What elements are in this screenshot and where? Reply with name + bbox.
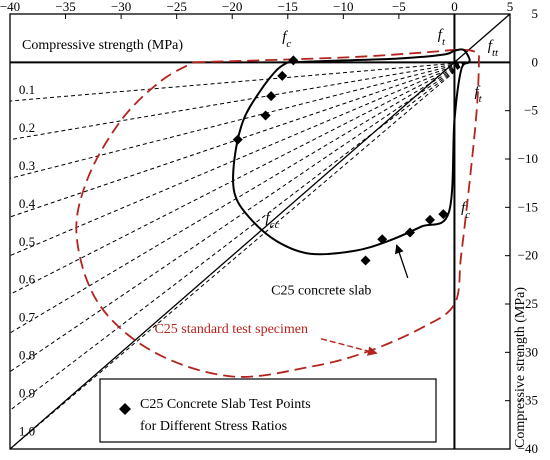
y-tick-label: −15 [518,199,538,214]
stress-ratio-labels: 0.1 0.2 0.3 0.4 0.5 0.6 0.7 0.8 0.9 1.0 [19,82,36,438]
x-tick-label: −5 [392,0,406,14]
test-point-3 [266,91,277,102]
y-tick-label: −25 [518,296,538,311]
test-points [232,55,449,266]
x-ticks: −40 −35 −30 −25 −20 −15 −10 −5 0 5 [0,0,513,19]
ratio-label-0.3: 0.3 [19,158,35,173]
x-tick-label: −40 [0,0,20,14]
y-tick-label: −35 [518,393,538,408]
x-tick-label: 0 [451,0,458,14]
y-tick-label: −10 [518,151,538,166]
ratio-label-0.6: 0.6 [19,272,36,287]
y-ticks: 5 0 −5 −10 −15 −20 −25 −30 −35 −40 [505,6,538,456]
arrow-concrete-slab [394,244,409,279]
label-fc-right: fc [461,200,470,221]
ratio-label-0.1: 0.1 [19,82,35,97]
test-point-1 [288,55,299,66]
test-point-2 [277,70,288,81]
y-tick-label: 0 [532,54,539,69]
ratio-label-0.9: 0.9 [19,385,35,400]
test-point-10 [360,255,371,266]
ratio-label-0.2: 0.2 [19,120,35,135]
ratio-line-0.9 [9,61,466,411]
label-ft-top: ft [438,27,446,48]
ratio-line-0.2 [9,61,466,141]
arrow-standard-specimen [320,338,378,356]
x-tick-label: 5 [507,0,514,14]
ratio-line-0.6 [9,61,466,295]
x-tick-label: −35 [55,0,75,14]
ratio-line-0.5 [9,61,466,257]
y-axis-title: Compressive strength (MPa) [513,287,528,448]
legend-box [99,378,437,443]
x-tick-label: −30 [111,0,131,14]
ratio-label-0.5: 0.5 [19,234,35,249]
series-concrete-slab [231,48,471,256]
test-point-8 [405,227,415,238]
legend: C25 Concrete Slab Test Points for Differ… [99,378,437,443]
ratio-label-0.4: 0.4 [19,196,36,211]
y-tick-label: −40 [518,441,538,456]
ratio-line-1.0 [9,61,466,450]
series-standard-specimen [75,48,480,378]
label-fc-top: fc [282,29,291,50]
ratio-label-1.0: 1.0 [19,423,35,438]
y-tick-label: −5 [524,103,538,118]
ratio-label-0.8: 0.8 [19,347,35,362]
annotations: fc ft ftt ft fc fcc C25 concrete slab C2… [154,27,499,356]
x-tick-label: −10 [333,0,353,14]
equal-biaxial-line [9,13,511,450]
x-tick-label: −25 [166,0,186,14]
y-tick-label: −20 [518,248,538,263]
legend-line-2: for Different Stress Ratios [140,419,287,434]
label-concrete-slab: C25 concrete slab [271,283,371,298]
label-ft-right: ft [474,84,482,105]
x-tick-label: −15 [278,0,298,14]
test-point-4 [260,110,271,121]
legend-diamond-marker [119,403,131,415]
ratio-line-0.3 [9,61,466,179]
x-axis-title: Compressive strength (MPa) [22,38,183,53]
test-point-7 [425,214,435,225]
test-point-5 [232,134,243,145]
y-tick-label: 5 [532,6,539,21]
legend-line-1: C25 Concrete Slab Test Points [140,397,311,412]
y-tick-label: −30 [518,344,538,359]
test-point-6 [438,209,449,220]
plot-frame [9,13,511,450]
ratio-line-0.8 [9,61,466,373]
x-tick-label: −20 [222,0,242,14]
ratio-label-0.7: 0.7 [19,310,36,325]
label-standard-specimen: C25 standard test specimen [154,322,308,337]
ratio-line-0.7 [9,61,466,334]
ratio-line-0.1 [9,61,466,102]
test-point-9 [377,234,388,245]
label-fcc: fcc [266,210,280,231]
label-ftt: ftt [488,38,499,59]
